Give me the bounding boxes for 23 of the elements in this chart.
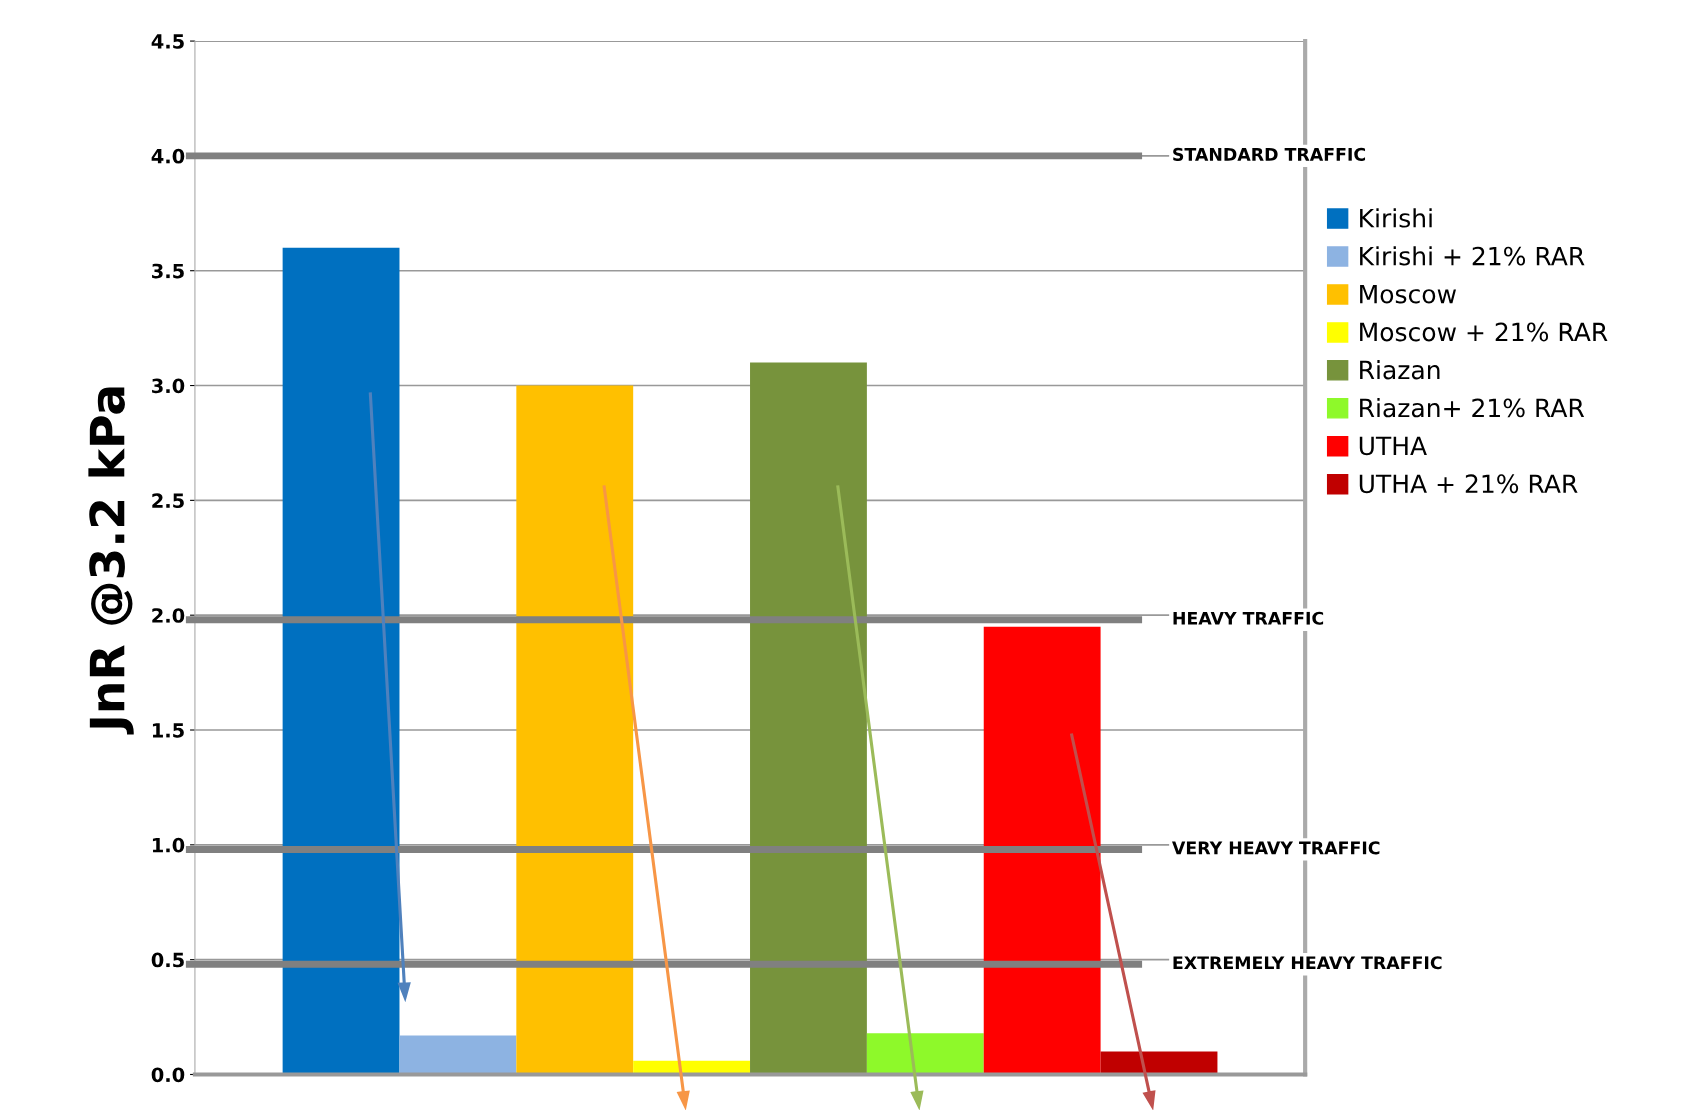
- y-tick-label: 0.0: [151, 1067, 185, 1083]
- y-tick-label: 4.5: [151, 34, 184, 49]
- legend-label: UTHA: [1359, 436, 1427, 456]
- y-tick-label: 0.5: [151, 952, 184, 968]
- legend-label: Kirishi + 21% RAR: [1360, 246, 1585, 266]
- y-tick-label: 1.5: [152, 723, 184, 738]
- y-axis-title: JnR @3.2 kPa: [88, 387, 134, 735]
- y-tick-label: 2.0: [152, 608, 185, 623]
- y-tick-label: 3.5: [152, 263, 184, 279]
- legend-label: Riazan: [1360, 360, 1440, 380]
- legend-label: UTHA + 21% RAR: [1359, 474, 1578, 494]
- legend-label: Kirishi: [1360, 208, 1432, 228]
- ref-line-label: VERY HEAVY TRAFFIC: [1172, 841, 1380, 855]
- legend-label: Moscow: [1360, 284, 1456, 304]
- y-tick-label: 1.0: [152, 837, 185, 853]
- ref-line-label: HEAVY TRAFFIC: [1173, 611, 1324, 625]
- ref-line-label: EXTREMELY HEAVY TRAFFIC: [1173, 956, 1442, 970]
- legend-label: Moscow + 21% RAR: [1360, 322, 1608, 342]
- y-tick-label: 3.0: [152, 378, 185, 394]
- ref-line-label: STANDARD TRAFFIC: [1173, 147, 1366, 161]
- y-tick-label: 4.0: [151, 148, 185, 164]
- legend-label: Riazan+ 21% RAR: [1360, 397, 1585, 418]
- y-tick-label: 2.5: [152, 493, 184, 509]
